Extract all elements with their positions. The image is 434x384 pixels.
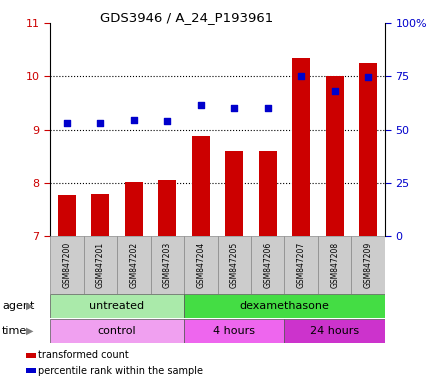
Point [364,74,371,81]
Bar [83,236,117,294]
Text: dexamethasone: dexamethasone [239,301,329,311]
Text: GSM847205: GSM847205 [229,242,238,288]
Point [331,88,338,94]
Text: transformed count: transformed count [38,350,129,360]
Point [130,117,137,123]
Bar [291,58,310,236]
Bar [117,236,150,294]
Text: GSM847200: GSM847200 [62,242,71,288]
Text: ▶: ▶ [26,301,33,311]
Point [164,118,171,124]
Text: GSM847209: GSM847209 [363,242,372,288]
Bar [325,76,343,236]
Bar [91,194,109,236]
Point [97,120,104,126]
Bar [184,294,384,318]
Text: GSM847202: GSM847202 [129,242,138,288]
Text: 4 hours: 4 hours [213,326,255,336]
Bar [284,319,384,343]
Bar [50,319,184,343]
Text: agent: agent [2,301,34,311]
Bar [217,236,250,294]
Bar [351,236,384,294]
Bar [284,236,317,294]
Text: GSM847208: GSM847208 [329,242,339,288]
Bar [317,236,351,294]
Bar [158,180,176,236]
Bar [184,236,217,294]
Point [297,73,304,79]
Point [63,120,70,126]
Point [197,101,204,108]
Bar [184,319,284,343]
Text: GSM847207: GSM847207 [296,242,305,288]
Bar [191,136,210,236]
Bar [224,151,243,236]
Bar [358,63,377,236]
Bar [50,294,184,318]
Bar [50,236,83,294]
Text: GSM847203: GSM847203 [162,242,171,288]
Text: 24 hours: 24 hours [309,326,358,336]
Text: percentile rank within the sample: percentile rank within the sample [38,366,203,376]
Point [264,105,271,111]
Text: ▶: ▶ [26,326,33,336]
Bar [258,151,276,236]
Bar [250,236,284,294]
Text: control: control [98,326,136,336]
Point [230,105,237,111]
Text: GSM847201: GSM847201 [95,242,105,288]
Bar [150,236,184,294]
Bar [124,182,143,236]
Text: untreated: untreated [89,301,144,311]
Text: GSM847206: GSM847206 [263,242,272,288]
Text: time: time [2,326,27,336]
Text: GSM847204: GSM847204 [196,242,205,288]
Bar [57,195,76,236]
Text: GDS3946 / A_24_P193961: GDS3946 / A_24_P193961 [100,11,273,24]
